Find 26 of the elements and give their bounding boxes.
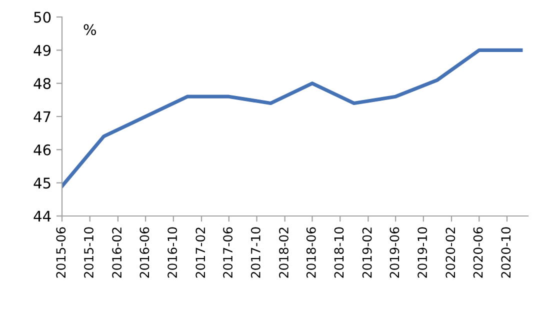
x-tick-label: 2020-10 bbox=[501, 227, 511, 278]
x-tick-label: 2015-10 bbox=[84, 227, 94, 278]
x-tick-label: 2018-02 bbox=[279, 228, 288, 278]
y-tick-label: 48 bbox=[34, 78, 51, 90]
x-tick-label: 2020-02 bbox=[446, 228, 456, 278]
x-tick-label: 2016-02 bbox=[112, 228, 122, 278]
x-tick-label: 2019-06 bbox=[390, 227, 400, 278]
y-tick-label: 47 bbox=[34, 111, 50, 122]
x-tick-label: 2020-06 bbox=[473, 227, 483, 278]
y-tick-label: 44 bbox=[34, 210, 51, 222]
x-tick-label: 2016-06 bbox=[140, 227, 150, 278]
x-tick-label: 2015-06 bbox=[56, 227, 66, 278]
x-tick-label: 2017-10 bbox=[250, 227, 260, 278]
x-tick-label: 2019-02 bbox=[362, 228, 372, 278]
y-axis-title: % bbox=[84, 24, 96, 36]
y-tick-label: 50 bbox=[34, 12, 51, 23]
y-tick-label: 49 bbox=[34, 44, 51, 56]
x-tick-label: 2017-06 bbox=[223, 227, 233, 278]
line-series bbox=[62, 48, 523, 188]
x-tick-label: 2018-10 bbox=[334, 227, 344, 278]
x-tick-label: 2018-06 bbox=[306, 227, 316, 278]
y-tick-label: 46 bbox=[34, 144, 51, 156]
x-tick-label: 2019-10 bbox=[418, 227, 428, 278]
y-tick-label: 45 bbox=[34, 178, 50, 189]
x-tick-label: 2017-02 bbox=[196, 228, 206, 278]
x-tick-label: 2016-10 bbox=[168, 227, 178, 278]
